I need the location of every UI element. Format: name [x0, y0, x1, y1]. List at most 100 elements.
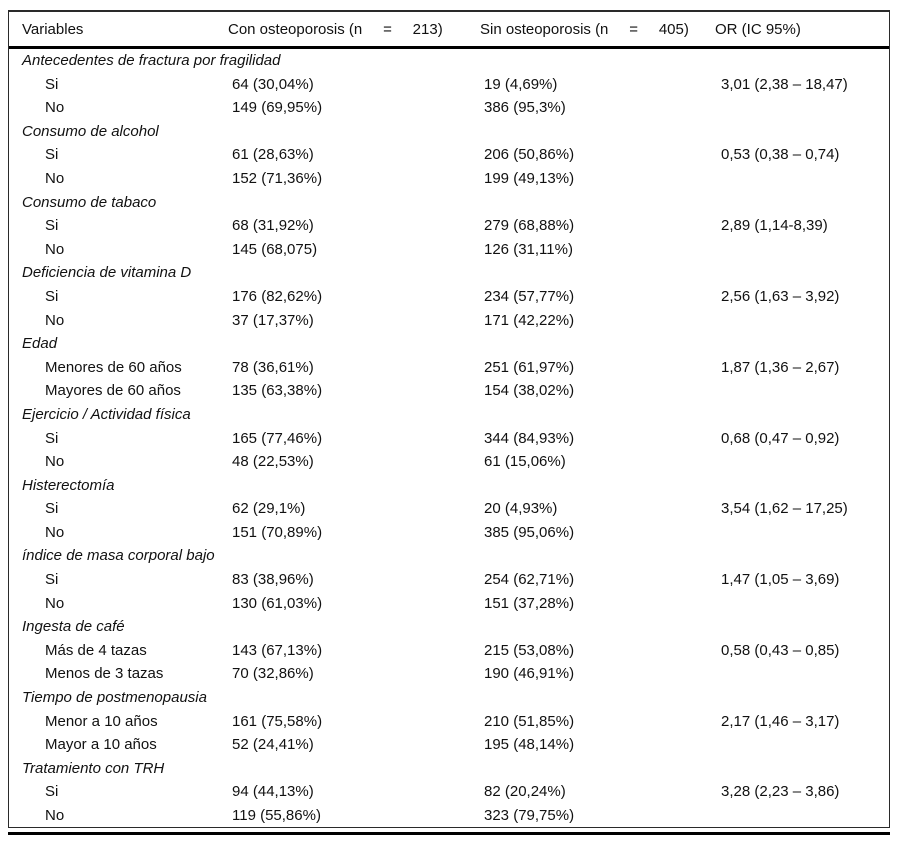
sin-osteoporosis-value: 344 (84,93%)	[484, 429, 575, 447]
or-ic95-value	[715, 662, 889, 686]
table-row: Si 94 (44,13%) 82 (20,24%) 3,28 (2,23 – 3,8…	[9, 780, 889, 804]
con-osteoporosis-value: 145 (68,075)	[232, 240, 318, 258]
sin-osteoporosis-value: 20 (4,93%)	[484, 500, 558, 518]
or-ic95-value	[715, 167, 889, 191]
table-row: Si 68 (31,92%) 279 (68,88%) 2,89 (1,14-8,39…	[9, 214, 889, 238]
table-row: No 145 (68,075) 126 (31,11%)	[9, 238, 889, 262]
row-label: Si	[45, 287, 59, 305]
con-osteoporosis-value: 151 (70,89%)	[232, 523, 323, 541]
table-row: Si 165 (77,46%) 344 (84,93%) 0,68 (0,47 – 0…	[9, 427, 889, 451]
con-osteoporosis-value: 48 (22,53%)	[232, 453, 314, 471]
con-osteoporosis-value: 70 (32,86%)	[232, 665, 314, 683]
sin-osteoporosis-value: 386 (95,3%)	[484, 99, 566, 117]
or-ic95-value	[715, 450, 889, 474]
row-label: Si	[45, 571, 59, 589]
column-header-con-osteoporosis: Con osteoporosis (n = 213)	[228, 20, 443, 38]
table-row: No 130 (61,03%) 151 (37,28%)	[9, 592, 889, 616]
or-ic95-value	[715, 804, 889, 828]
category-label: Tratamiento con TRH	[22, 759, 165, 777]
or-ic95-value: 3,01 (2,38 – 18,47)	[721, 75, 848, 93]
con-osteoporosis-value: 135 (63,38%)	[232, 382, 323, 400]
row-label: Si	[45, 500, 59, 518]
column-header-sin-osteoporosis: Sin osteoporosis (n = 405)	[480, 20, 689, 38]
sin-osteoporosis-value: 279 (68,88%)	[484, 217, 575, 235]
or-ic95-value: 2,56 (1,63 – 3,92)	[721, 287, 840, 305]
sin-osteoporosis-value: 254 (62,71%)	[484, 571, 575, 589]
column-header-variables: Variables	[22, 20, 84, 38]
row-label: No	[45, 240, 65, 258]
sin-osteoporosis-value: 82 (20,24%)	[484, 783, 566, 801]
row-label: Si	[45, 783, 59, 801]
or-ic95-value: 1,87 (1,36 – 2,67)	[721, 358, 840, 376]
row-label: No	[45, 453, 65, 471]
con-osteoporosis-value: 176 (82,62%)	[232, 287, 323, 305]
or-ic95-value: 3,54 (1,62 – 17,25)	[721, 500, 848, 518]
table-category-row: Antecedentes de fractura por fragilidad	[9, 49, 889, 73]
table-row: No 149 (69,95%) 386 (95,3%)	[9, 96, 889, 120]
con-osteoporosis-value: 143 (67,13%)	[232, 641, 323, 659]
or-ic95-value	[715, 238, 889, 262]
or-ic95-value	[715, 592, 889, 616]
table-category-row: Tiempo de postmenopausia	[9, 686, 889, 710]
con-osteoporosis-value: 165 (77,46%)	[232, 429, 323, 447]
con-osteoporosis-value: 68 (31,92%)	[232, 217, 314, 235]
table-row: No 152 (71,36%) 199 (49,13%)	[9, 167, 889, 191]
category-label: índice de masa corporal bajo	[22, 547, 215, 565]
table-category-row: Consumo de alcohol	[9, 120, 889, 144]
category-label: Ingesta de café	[22, 618, 125, 636]
sin-osteoporosis-value: 126 (31,11%)	[484, 240, 573, 258]
sin-osteoporosis-value: 154 (38,02%)	[484, 382, 575, 400]
sin-osteoporosis-value: 210 (51,85%)	[484, 712, 575, 730]
row-label: No	[45, 594, 65, 612]
con-osteoporosis-value: 83 (38,96%)	[232, 571, 314, 589]
category-label: Consumo de alcohol	[22, 122, 159, 140]
table-row: No 48 (22,53%) 61 (15,06%)	[9, 450, 889, 474]
table-category-row: Tratamiento con TRH	[9, 757, 889, 781]
con-osteoporosis-value: 119 (55,86%)	[232, 807, 321, 824]
sin-osteoporosis-value: 171 (42,22%)	[484, 311, 575, 329]
or-ic95-value: 2,89 (1,14-8,39)	[721, 217, 828, 235]
row-label: No	[45, 807, 65, 824]
table-row: No 37 (17,37%) 171 (42,22%)	[9, 309, 889, 333]
table-row: No 119 (55,86%) 323 (79,75%)	[9, 804, 889, 828]
row-label: Menor a 10 años	[45, 712, 158, 730]
sin-osteoporosis-value: 151 (37,28%)	[484, 594, 575, 612]
row-label: Más de 4 tazas	[45, 641, 147, 659]
category-label: Edad	[22, 335, 58, 353]
table-header-row: Variables Con osteoporosis (n = 213) Sin…	[9, 12, 889, 49]
table-category-row: Deficiencia de vitamina D	[9, 261, 889, 285]
or-ic95-value: 0,68 (0,47 – 0,92)	[721, 429, 840, 447]
table-row: Menor a 10 años 161 (75,58%) 210 (51,85%) 2…	[9, 710, 889, 734]
or-ic95-value: 2,17 (1,46 – 3,17)	[721, 712, 840, 730]
con-osteoporosis-value: 94 (44,13%)	[232, 783, 314, 801]
sin-osteoporosis-value: 323 (79,75%)	[484, 807, 575, 824]
sin-osteoporosis-value: 61 (15,06%)	[484, 453, 566, 471]
row-label: No	[45, 169, 65, 187]
table-category-row: Histerectomía	[9, 474, 889, 498]
table-category-row: Consumo de tabaco	[9, 191, 889, 215]
category-label: Histerectomía	[22, 476, 115, 494]
row-label: Menos de 3 tazas	[45, 665, 164, 683]
con-osteoporosis-value: 61 (28,63%)	[232, 146, 314, 164]
con-osteoporosis-value: 161 (75,58%)	[232, 712, 323, 730]
sin-osteoporosis-value: 19 (4,69%)	[484, 75, 558, 93]
sin-osteoporosis-value: 195 (48,14%)	[484, 736, 575, 754]
table-row: Menores de 60 años 78 (36,61%) 251 (61,97%…	[9, 356, 889, 380]
table-category-row: Ejercicio / Actividad física	[9, 403, 889, 427]
column-header-or-ic95: OR (IC 95%)	[715, 20, 801, 38]
con-osteoporosis-value: 152 (71,36%)	[232, 169, 323, 187]
category-label: Tiempo de postmenopausia	[22, 689, 207, 707]
or-ic95-value	[715, 379, 889, 403]
bottom-rule	[8, 832, 890, 835]
row-label: No	[45, 311, 65, 329]
con-osteoporosis-value: 37 (17,37%)	[232, 311, 314, 329]
row-label: Mayores de 60 años	[45, 382, 181, 400]
row-label: Si	[45, 146, 59, 164]
table-row: Si 62 (29,1%) 20 (4,93%) 3,54 (1,62 – 17,25…	[9, 497, 889, 521]
table-row: Más de 4 tazas 143 (67,13%) 215 (53,08%) 0,…	[9, 639, 889, 663]
category-label: Antecedentes de fractura por fragilidad	[22, 52, 281, 69]
sin-osteoporosis-value: 234 (57,77%)	[484, 287, 575, 305]
table-row: Mayores de 60 años 135 (63,38%) 154 (38,02…	[9, 379, 889, 403]
sin-osteoporosis-value: 251 (61,97%)	[484, 358, 575, 376]
con-osteoporosis-value: 64 (30,04%)	[232, 75, 314, 93]
